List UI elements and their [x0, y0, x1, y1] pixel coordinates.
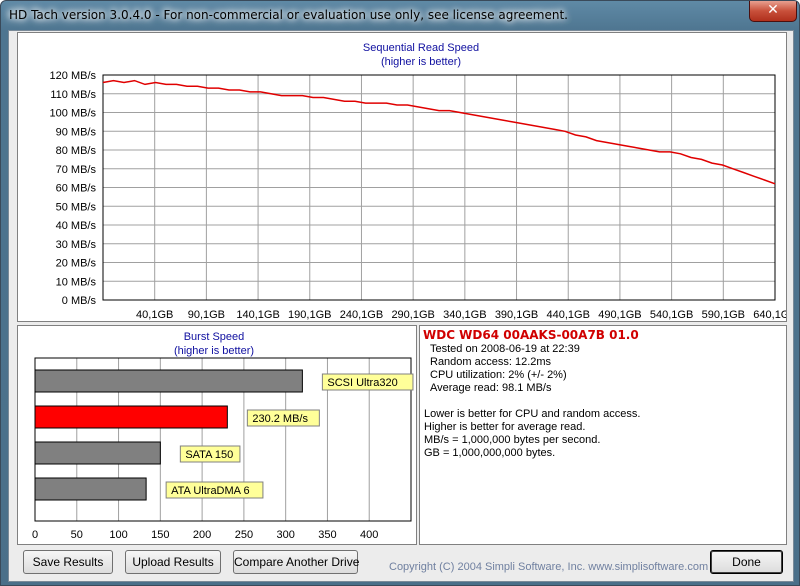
seq-xtick-label: 40,1GB — [136, 309, 173, 321]
seq-ytick-label: 100 MB/s — [50, 108, 97, 120]
test-date: Tested on 2008-06-19 at 22:39 — [430, 343, 580, 355]
note-gb-definition: GB = 1,000,000,000 bytes. — [424, 447, 556, 459]
burst-xtick-label: 50 — [71, 529, 83, 541]
title-bar[interactable]: HD Tach version 3.0.4.0 - For non-commer… — [1, 1, 799, 31]
burst-xtick-label: 0 — [32, 529, 38, 541]
client-area: Sequential Read Speed (higher is better)… — [8, 30, 797, 582]
note-lower-better: Lower is better for CPU and random acces… — [424, 408, 641, 420]
seq-xtick-label: 190,1GB — [288, 309, 331, 321]
window-title: HD Tach version 3.0.4.0 - For non-commer… — [9, 8, 568, 22]
seq-ytick-label: 50 MB/s — [56, 201, 97, 213]
sequential-read-panel: Sequential Read Speed (higher is better)… — [17, 32, 797, 322]
burst-bar — [34, 369, 303, 393]
burst-title: Burst Speed — [184, 331, 245, 343]
seq-ytick-label: 60 MB/s — [56, 183, 97, 195]
seq-title: Sequential Read Speed — [363, 42, 479, 54]
burst-bar — [34, 405, 228, 429]
average-read-value: Average read: 98.1 MB/s — [430, 382, 552, 394]
close-button[interactable]: ✕ — [749, 1, 797, 22]
burst-xtick-label: 250 — [235, 529, 253, 541]
done-button[interactable]: Done — [710, 550, 783, 574]
seq-ytick-label: 10 MB/s — [56, 276, 97, 288]
note-higher-better: Higher is better for average read. — [424, 421, 586, 433]
burst-bar-label-box — [321, 373, 414, 391]
burst-bar-label-box — [246, 409, 320, 427]
seq-ytick-label: 0 MB/s — [62, 295, 97, 307]
seq-xtick-label: 490,1GB — [598, 309, 641, 321]
drive-model: WDC WD64 00AAKS-00A7B 01.0 — [423, 328, 639, 342]
drive-info-panel: WDC WD64 00AAKS-00A7B 01.0 Tested on 200… — [419, 325, 787, 545]
burst-bar-label-box — [179, 445, 241, 463]
seq-xtick-label: 140,1GB — [236, 309, 279, 321]
seq-ytick-label: 30 MB/s — [56, 239, 97, 251]
seq-subtitle: (higher is better) — [381, 56, 461, 68]
burst-bar-label: SCSI Ultra320 — [327, 377, 397, 389]
seq-ytick-label: 20 MB/s — [56, 258, 97, 270]
burst-xtick-label: 100 — [109, 529, 127, 541]
burst-bar — [34, 441, 161, 465]
burst-bar-label: SATA 150 — [185, 449, 233, 461]
seq-ytick-label: 90 MB/s — [56, 126, 97, 138]
sequential-read-chart: Sequential Read Speed (higher is better)… — [50, 42, 797, 321]
burst-bar-label: ATA UltraDMA 6 — [171, 485, 249, 497]
seq-series-line — [102, 79, 776, 185]
seq-xtick-label: 390,1GB — [495, 309, 538, 321]
burst-xtick-label: 350 — [318, 529, 336, 541]
seq-ytick-label: 70 MB/s — [56, 164, 97, 176]
burst-speed-chart: Burst Speed (higher is better) SCSI Ultr… — [32, 331, 414, 541]
upload-results-button[interactable]: Upload Results — [125, 550, 221, 574]
seq-xtick-label: 640,1GB — [753, 309, 786, 321]
seq-ytick-label: 80 MB/s — [56, 145, 97, 157]
burst-subtitle: (higher is better) — [174, 345, 254, 357]
burst-xtick-label: 150 — [151, 529, 169, 541]
cpu-utilization-value: CPU utilization: 2% (+/- 2%) — [430, 369, 567, 381]
burst-xtick-label: 400 — [360, 529, 378, 541]
seq-xtick-label: 590,1GB — [702, 309, 745, 321]
seq-xtick-label: 540,1GB — [650, 309, 693, 321]
random-access-value: Random access: 12.2ms — [430, 356, 552, 368]
seq-ytick-label: 40 MB/s — [56, 220, 97, 232]
seq-plot-frame — [102, 74, 776, 301]
burst-bar-label-box — [165, 481, 264, 499]
copyright-text: Copyright (C) 2004 Simpli Software, Inc.… — [389, 561, 709, 573]
burst-bar-label: 230.2 MB/s — [252, 413, 308, 425]
seq-xtick-label: 340,1GB — [443, 309, 486, 321]
seq-xtick-label: 440,1GB — [547, 309, 590, 321]
burst-plot-frame — [34, 357, 412, 522]
save-results-button[interactable]: Save Results — [23, 550, 113, 574]
burst-bar — [34, 477, 147, 501]
burst-speed-panel: Burst Speed (higher is better) SCSI Ultr… — [17, 325, 417, 545]
seq-xtick-label: 90,1GB — [188, 309, 225, 321]
burst-xtick-label: 200 — [193, 529, 211, 541]
burst-xtick-label: 300 — [276, 529, 294, 541]
seq-ytick-label: 120 MB/s — [50, 70, 97, 82]
note-mbs-definition: MB/s = 1,000,000 bytes per second. — [424, 434, 601, 446]
seq-ytick-label: 110 MB/s — [50, 89, 96, 101]
compare-another-drive-button[interactable]: Compare Another Drive — [233, 550, 359, 574]
seq-xtick-label: 290,1GB — [391, 309, 434, 321]
seq-xtick-label: 240,1GB — [340, 309, 383, 321]
